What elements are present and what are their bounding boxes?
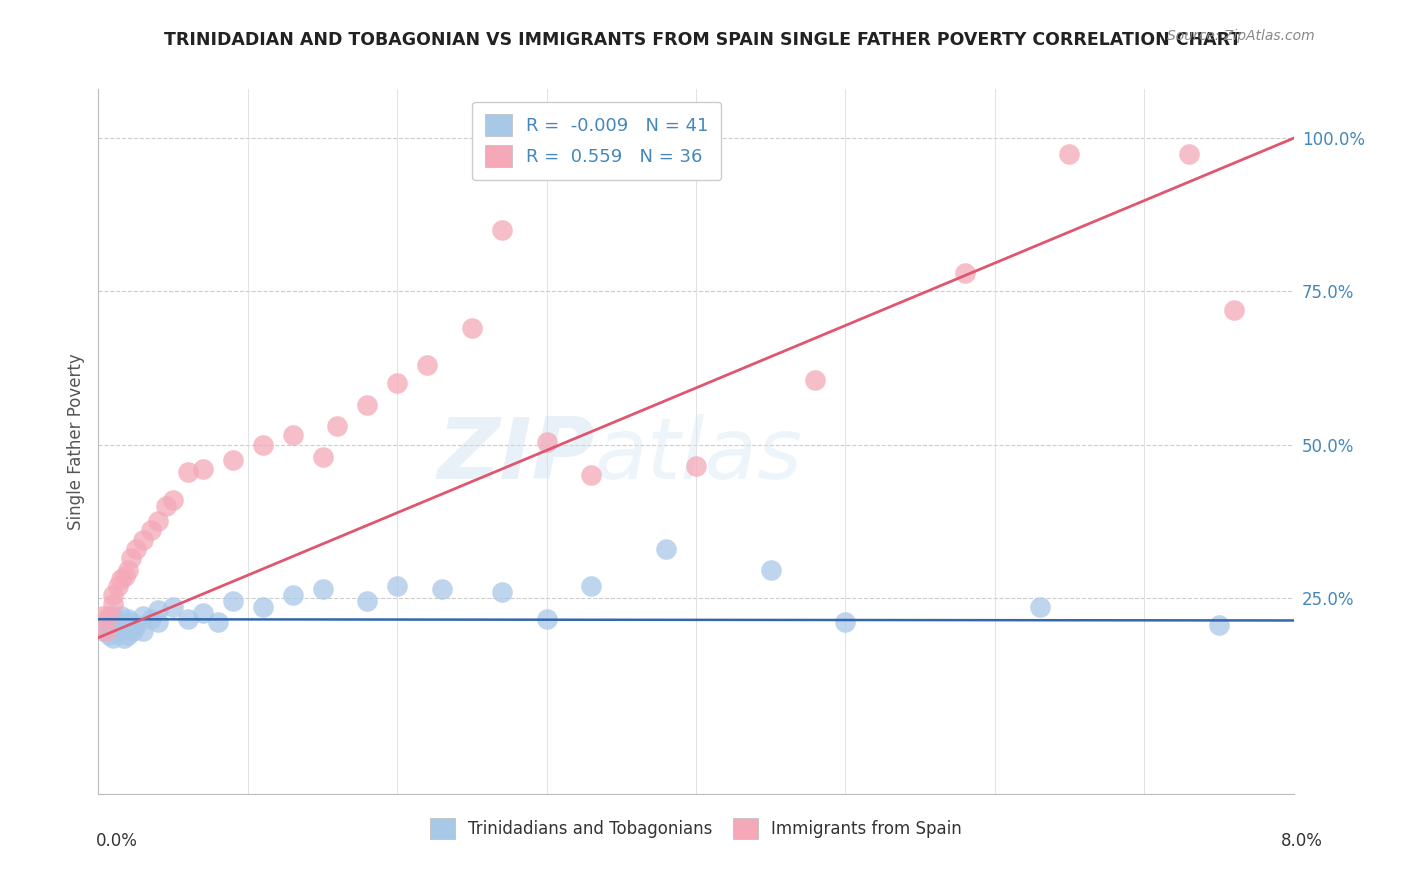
Point [101, 615, 124, 630]
Text: atlas: atlas [595, 414, 803, 497]
Point [121, 624, 143, 639]
Point [103, 597, 125, 611]
Point [162, 599, 184, 614]
Point [685, 458, 707, 473]
Point [834, 615, 856, 630]
Point [252, 599, 274, 614]
Point [311, 450, 333, 464]
Point [1178, 146, 1201, 161]
Point [97, 627, 120, 641]
Point [110, 624, 132, 639]
Point [1208, 618, 1230, 632]
Point [114, 569, 136, 583]
Point [1223, 302, 1246, 317]
Point [148, 603, 170, 617]
Point [491, 223, 513, 237]
Point [430, 582, 453, 596]
Point [356, 594, 378, 608]
Text: ZIP: ZIP [437, 414, 595, 497]
Point [655, 541, 678, 556]
Point [148, 615, 170, 630]
Point [162, 492, 184, 507]
Text: 8.0%: 8.0% [1281, 832, 1323, 850]
Point [222, 594, 245, 608]
Point [759, 563, 782, 577]
Point [91, 624, 114, 639]
Text: TRINIDADIAN AND TOBAGONIAN VS IMMIGRANTS FROM SPAIN SINGLE FATHER POVERTY CORREL: TRINIDADIAN AND TOBAGONIAN VS IMMIGRANTS… [165, 31, 1241, 49]
Point [222, 453, 245, 467]
Point [461, 321, 484, 335]
Text: Source: ZipAtlas.com: Source: ZipAtlas.com [1167, 29, 1315, 43]
Point [139, 612, 162, 626]
Point [281, 588, 304, 602]
Point [207, 615, 229, 630]
Point [112, 631, 135, 645]
Point [120, 615, 142, 630]
Point [91, 609, 114, 624]
Point [804, 373, 827, 387]
Point [311, 582, 333, 596]
Point [132, 533, 155, 547]
Point [581, 468, 603, 483]
Point [536, 612, 558, 626]
Point [125, 541, 148, 556]
Point [114, 622, 136, 636]
Point [120, 551, 142, 566]
Point [416, 358, 439, 372]
Point [105, 622, 128, 636]
Legend: Trinidadians and Tobagonians, Immigrants from Spain: Trinidadians and Tobagonians, Immigrants… [423, 812, 969, 846]
Point [110, 573, 132, 587]
Point [103, 631, 125, 645]
Point [155, 499, 177, 513]
Point [581, 578, 603, 592]
Y-axis label: Single Father Poverty: Single Father Poverty [66, 353, 84, 530]
Point [1059, 146, 1081, 161]
Point [177, 612, 200, 626]
Point [97, 609, 120, 624]
Point [1028, 599, 1050, 614]
Point [148, 514, 170, 528]
Point [177, 465, 200, 479]
Point [356, 398, 378, 412]
Point [94, 615, 117, 630]
Point [94, 624, 117, 639]
Point [103, 588, 125, 602]
Point [103, 609, 125, 624]
Point [117, 563, 139, 577]
Point [132, 624, 155, 639]
Point [125, 618, 148, 632]
Text: 0.0%: 0.0% [96, 832, 138, 850]
Point [491, 584, 513, 599]
Point [536, 434, 558, 449]
Point [252, 437, 274, 451]
Point [281, 428, 304, 442]
Point [385, 578, 409, 592]
Point [385, 376, 409, 391]
Point [107, 578, 129, 592]
Point [117, 627, 139, 641]
Point [132, 609, 155, 624]
Point [107, 615, 129, 630]
Point [953, 266, 976, 280]
Point [110, 609, 132, 624]
Point [326, 419, 349, 434]
Point [191, 606, 214, 620]
Point [117, 612, 139, 626]
Point [139, 524, 162, 538]
Point [191, 462, 214, 476]
